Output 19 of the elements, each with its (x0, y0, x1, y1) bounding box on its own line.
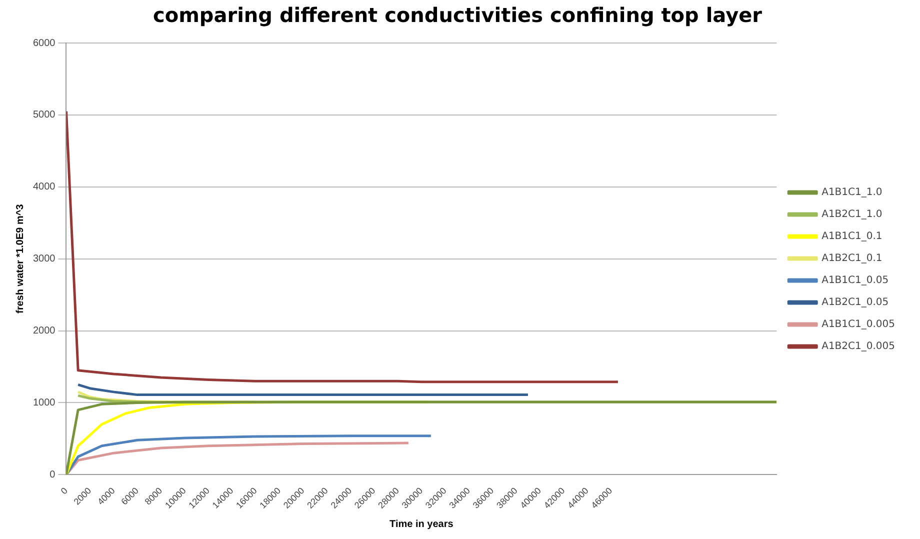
x-axis-title: Time in years (390, 518, 454, 530)
legend-label: A1B1C1_0.05 (822, 275, 889, 286)
legend-label: A1B1C1_1.0 (822, 187, 882, 198)
legend-label: A1B2C1_0.1 (822, 253, 882, 264)
y-tick-label: 2000 (32, 326, 56, 337)
y-tick-label: 5000 (32, 110, 56, 121)
x-tick-label: 0 (58, 486, 70, 496)
y-tick-label: 1000 (32, 397, 56, 408)
legend-label: A1B1C1_0.005 (822, 319, 896, 330)
legend-label: A1B2C1_0.005 (822, 341, 896, 352)
y-tick-label: 4000 (32, 182, 56, 193)
legend-label: A1B2C1_1.0 (822, 209, 882, 220)
legend-label: A1B2C1_0.05 (822, 297, 889, 308)
y-axis-title: fresh water *1.0E9 m^3 (14, 204, 26, 314)
chart-title: comparing different conductivities confining top layer (152, 3, 762, 28)
y-tick-label: 0 (50, 469, 56, 480)
y-tick-label: 6000 (32, 38, 56, 49)
y-tick-label: 3000 (32, 254, 56, 265)
legend-label: A1B1C1_0.1 (822, 231, 882, 242)
